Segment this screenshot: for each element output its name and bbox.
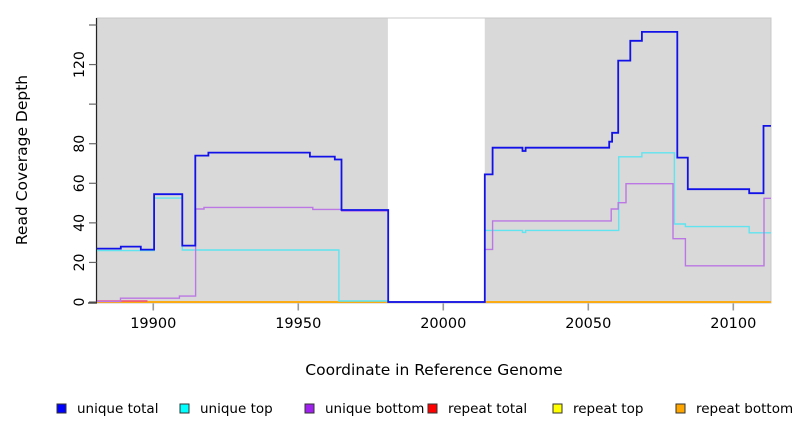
x-tick-label: 19950 bbox=[275, 316, 321, 332]
x-tick-label: 19900 bbox=[130, 316, 176, 332]
y-tick-label: 40 bbox=[72, 214, 88, 232]
x-tick-label: 20100 bbox=[710, 316, 756, 332]
legend-label: repeat top bbox=[573, 401, 643, 417]
plot-background bbox=[96, 17, 772, 304]
legend: unique total unique top unique bottom repea… bbox=[56, 401, 792, 417]
y-tick-label: 80 bbox=[72, 135, 88, 153]
legend-swatch bbox=[552, 403, 563, 414]
legend-swatch bbox=[427, 403, 438, 414]
y-tick-label: 0 bbox=[72, 298, 88, 307]
masked-region bbox=[387, 18, 485, 303]
series-unique-top bbox=[97, 152, 771, 303]
legend-item-unique-total: unique total bbox=[56, 401, 158, 417]
legend-label: repeat total bbox=[448, 401, 527, 417]
y-tick-label: 120 bbox=[72, 51, 88, 78]
y-axis-title: Read Coverage Depth bbox=[13, 75, 31, 245]
x-axis-title: Coordinate in Reference Genome bbox=[305, 361, 562, 379]
y-tick-label: 20 bbox=[72, 254, 88, 272]
x-tick-label: 20000 bbox=[420, 316, 466, 332]
legend-item-repeat-top: repeat top bbox=[552, 401, 643, 417]
tick-labels: 0 20 40 60 80 120 19900 19950 20000 20050 20100 bbox=[72, 51, 756, 332]
legend-item-repeat-bottom: repeat bottom bbox=[675, 401, 792, 417]
axes bbox=[88, 18, 735, 311]
series-lines bbox=[97, 31, 771, 303]
legend-label: unique total bbox=[77, 401, 158, 417]
y-tick-label: 60 bbox=[72, 174, 88, 192]
legend-swatch bbox=[56, 403, 67, 414]
legend-item-unique-bottom: unique bottom bbox=[304, 401, 424, 417]
x-tick-label: 20050 bbox=[565, 316, 611, 332]
legend-label: unique bottom bbox=[325, 401, 424, 417]
series-unique-total bbox=[97, 31, 771, 303]
legend-item-unique-top: unique top bbox=[179, 401, 273, 417]
legend-label: unique top bbox=[200, 401, 273, 417]
legend-item-repeat-total: repeat total bbox=[427, 401, 527, 417]
legend-swatch bbox=[304, 403, 315, 414]
legend-swatch bbox=[675, 403, 686, 414]
legend-swatch bbox=[179, 403, 190, 414]
legend-label: repeat bottom bbox=[696, 401, 792, 417]
